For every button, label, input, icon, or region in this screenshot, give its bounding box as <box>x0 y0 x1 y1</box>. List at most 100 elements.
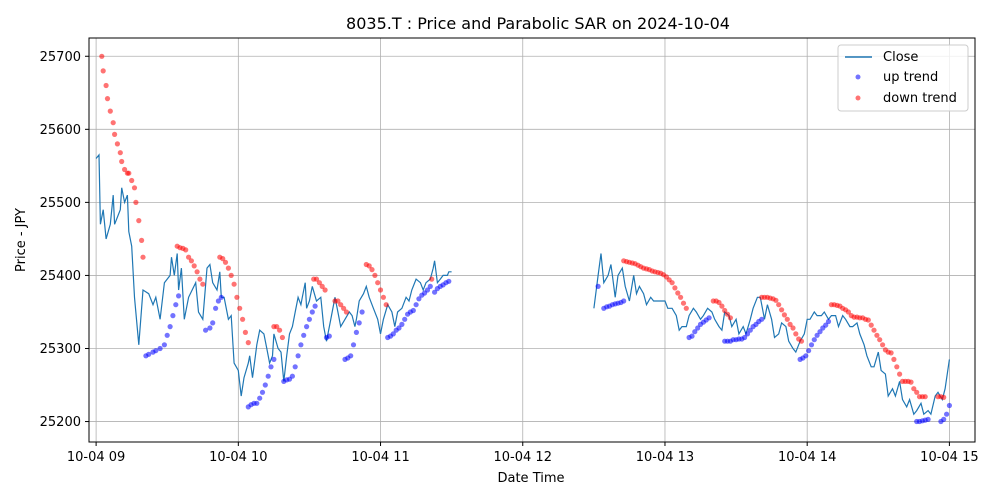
down-trend-point <box>675 290 681 296</box>
up-trend-point <box>350 342 357 348</box>
up-trend-point <box>823 322 829 328</box>
up-trend-point <box>925 416 931 422</box>
y-tick-label: 25500 <box>40 196 81 211</box>
up-trend-point <box>944 411 950 417</box>
legend-down-trend-swatch <box>855 95 861 101</box>
up-trend-point <box>808 342 815 348</box>
x-tick-label: 10-04 09 <box>67 450 125 465</box>
down-trend-point <box>274 324 280 330</box>
up-trend-point <box>814 332 820 338</box>
up-trend-point <box>759 316 765 322</box>
up-trend-point <box>432 289 438 295</box>
down-trend-point <box>279 334 285 341</box>
down-trend-point <box>100 68 106 74</box>
down-trend-point <box>228 272 234 278</box>
down-trend-point <box>186 254 192 260</box>
up-trend-point <box>695 325 701 331</box>
up-trend-point <box>301 332 307 338</box>
y-tick-label: 25200 <box>40 415 81 430</box>
down-trend-point <box>107 108 113 114</box>
down-trend-point <box>922 394 928 400</box>
up-trend-point <box>817 329 823 335</box>
down-trend-point <box>779 307 785 313</box>
up-trend-point <box>359 309 365 315</box>
up-trend-point <box>825 318 832 325</box>
up-trend-point <box>298 342 304 348</box>
close-price-line <box>593 253 950 416</box>
down-trend-point <box>776 302 782 308</box>
down-trend-point <box>112 131 118 137</box>
up-trend-point <box>396 325 402 331</box>
x-axis: 10-04 09 10-04 10 10-04 11 10-04 12 10-04 13… <box>67 442 979 465</box>
up-trend-point <box>207 325 213 331</box>
up-trend-point <box>295 353 301 359</box>
down-trend-point <box>245 340 251 346</box>
down-trend-point <box>197 276 203 282</box>
down-trend-point <box>316 280 322 286</box>
down-trend-point <box>99 53 105 59</box>
up-trend-point <box>446 278 452 284</box>
x-tick-label: 10-04 12 <box>494 450 552 465</box>
up-trend-point <box>292 364 298 370</box>
up-trend-point <box>173 302 179 308</box>
down-trend-point <box>897 371 903 377</box>
up-trend-point <box>262 382 268 388</box>
down-trend-point <box>680 300 687 306</box>
up-trend-point <box>413 302 419 308</box>
up-trend-point <box>353 329 359 335</box>
grid <box>89 38 975 442</box>
up-trend-point <box>215 298 221 304</box>
down-trend-point <box>104 96 111 102</box>
down-trend-point <box>131 185 138 191</box>
up-trend-point <box>706 315 712 321</box>
up-trend-point <box>312 303 318 309</box>
down-trend-point <box>366 263 372 269</box>
down-trend-point <box>894 364 900 370</box>
down-trend-point <box>322 287 328 293</box>
x-tick-label: 10-04 15 <box>920 450 978 465</box>
down-trend-point <box>372 272 378 278</box>
down-trend-point <box>377 287 384 293</box>
down-trend-point <box>719 303 725 309</box>
y-tick-label: 25700 <box>40 50 81 65</box>
up-trend-point <box>309 309 315 315</box>
down-trend-point <box>683 305 689 311</box>
down-trend-point <box>242 329 248 335</box>
down-trend-point <box>722 307 728 314</box>
up-trend-point <box>259 389 266 395</box>
up-trend-point <box>744 331 751 337</box>
down-trend-point <box>220 256 226 262</box>
down-trend-point <box>319 283 325 289</box>
up-trend-point <box>806 348 812 354</box>
down-trend-point <box>868 322 874 328</box>
down-trend-point <box>183 247 189 253</box>
down-trend-point <box>237 305 243 311</box>
up-trend-point <box>203 327 209 333</box>
down-trend-point <box>888 350 894 356</box>
down-trend-point <box>724 311 731 317</box>
down-trend-point <box>773 297 779 303</box>
up-trend-point <box>424 287 431 293</box>
legend-up-trend-label: up trend <box>883 70 938 85</box>
up-trend-point <box>595 283 601 289</box>
y-tick-label: 25400 <box>40 269 81 284</box>
down-trend-point <box>117 150 123 156</box>
down-trend-point <box>672 285 678 291</box>
down-trend-point <box>380 294 386 300</box>
up-trend-point <box>268 364 274 370</box>
series-layer <box>95 53 953 425</box>
down-trend-point <box>133 199 139 205</box>
up-trend-point <box>218 294 224 300</box>
down-trend-point <box>678 294 684 300</box>
y-axis: 25200 25300 25400 25500 25600 25700 <box>40 50 89 430</box>
legend-box <box>837 44 969 112</box>
down-trend-point <box>191 263 197 269</box>
up-trend-point <box>153 348 159 354</box>
down-trend-point <box>880 342 886 348</box>
down-trend-point <box>338 302 344 308</box>
down-trend-point <box>114 141 120 147</box>
up-trend-point <box>170 313 176 319</box>
down-trend-point <box>200 281 206 287</box>
